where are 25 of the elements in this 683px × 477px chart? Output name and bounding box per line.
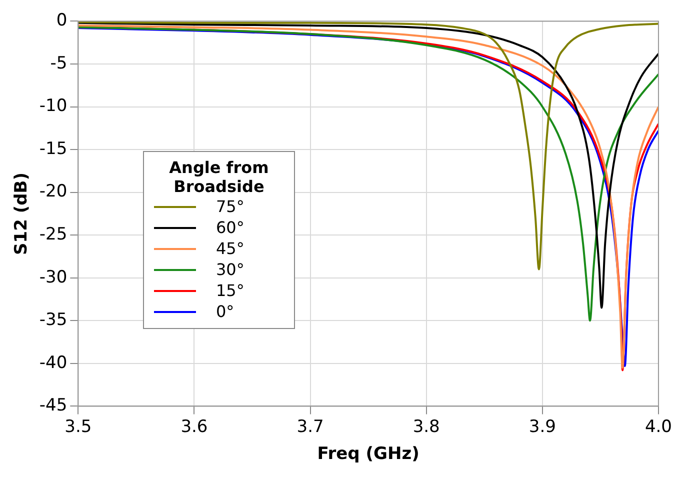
x-tick-label: 3.7 <box>296 416 324 437</box>
x-tick-label: 3.5 <box>64 416 92 437</box>
legend-label: 15° <box>216 281 244 300</box>
legend-label: 30° <box>216 260 244 279</box>
x-tick-label: 3.8 <box>412 416 440 437</box>
legend-label: 75° <box>216 197 244 216</box>
y-axis-title: S12 (dB) <box>12 172 32 255</box>
y-tick-label: -15 <box>39 138 68 159</box>
y-tick-label: -30 <box>39 267 68 288</box>
legend-label: 45° <box>216 239 244 258</box>
y-tick-label: -20 <box>39 182 68 202</box>
y-tick-label: -5 <box>50 53 68 74</box>
y-tick-label: -45 <box>39 396 68 416</box>
y-tick-label: -40 <box>39 352 68 373</box>
legend-title: Angle from Broadside <box>168 158 270 196</box>
x-tick-label: 3.6 <box>180 416 208 437</box>
legend-label: 0° <box>216 302 234 321</box>
legend-label: 60° <box>216 218 244 237</box>
y-tick-label: -10 <box>39 96 68 116</box>
y-tick-label: 0 <box>56 10 68 31</box>
y-tick-label: -25 <box>39 224 68 245</box>
x-tick-label: 3.9 <box>528 416 556 437</box>
x-axis-title: Freq (GHz) <box>317 444 420 464</box>
x-tick-label: 4.0 <box>644 416 672 437</box>
y-tick-label: -35 <box>39 310 68 330</box>
